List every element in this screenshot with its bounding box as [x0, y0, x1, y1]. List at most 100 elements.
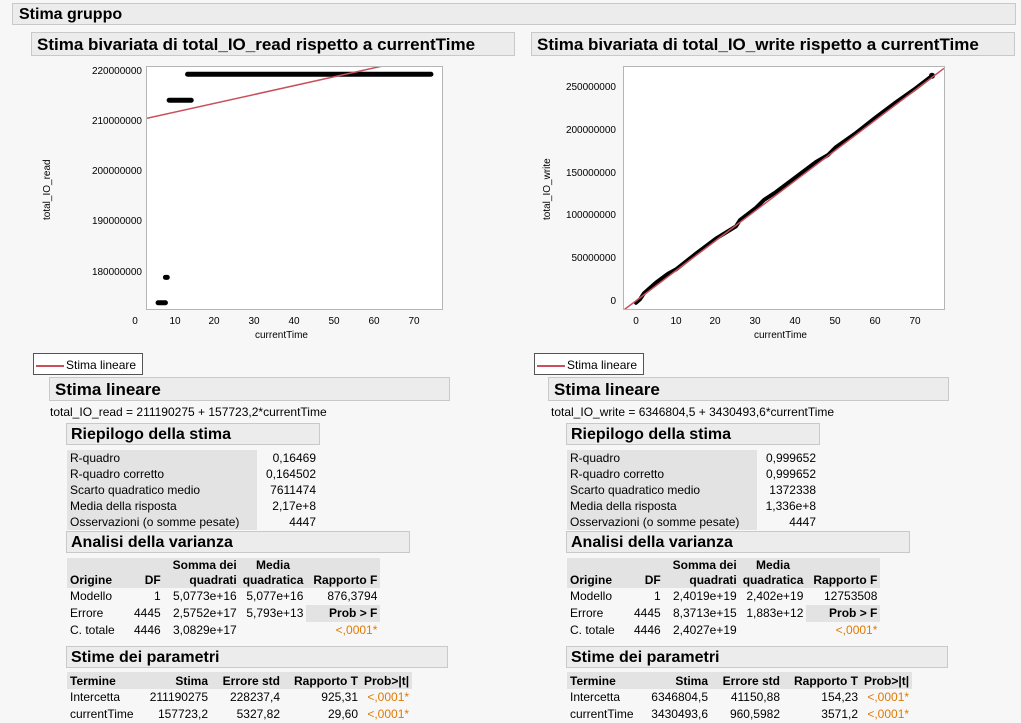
fit-line [623, 67, 945, 311]
right-summary-title[interactable]: Riepilogo della stima [566, 423, 820, 445]
cell: <,0001* [367, 707, 410, 721]
cell: Intercetta [70, 690, 121, 704]
table-row: Modello 1 5,0773e+16 5,077e+16 876,3794 [67, 588, 380, 605]
main-title[interactable]: Stima gruppo [12, 3, 1016, 25]
right-legend-label: Stima lineare [567, 358, 638, 372]
cell: 4445 [134, 606, 161, 620]
cell: 960,5982 [729, 707, 780, 721]
cell: 1,883e+12 [746, 606, 804, 620]
cell: 876,3794 [327, 589, 378, 603]
right-params-title[interactable]: Stime dei parametri [566, 646, 948, 668]
col-header: Somma dei quadrati [663, 558, 740, 588]
cell: <,0001* [867, 707, 910, 721]
summary-value: 0,164502 [265, 467, 316, 481]
left-summary-table: R-quadro 0,16469 R-quadro corretto 0,16450… [67, 450, 319, 530]
summary-value: 1,336e+8 [765, 499, 816, 513]
summary-value: 0,999652 [765, 467, 816, 481]
col-header: Prob>|t| [861, 672, 913, 689]
cell: Prob > F [306, 605, 381, 622]
summary-label: Scarto quadratico medio [67, 482, 257, 498]
left-params-title[interactable]: Stime dei parametri [66, 646, 448, 668]
right-xtick: 0 [633, 316, 639, 327]
cell: 5,793e+13 [246, 606, 304, 620]
cell: 3571,2 [821, 707, 858, 721]
col-header: Rapporto T [783, 672, 861, 689]
table-row: Osservazioni (o somme pesate) 4447 [567, 514, 819, 530]
col-header: Origine [67, 558, 131, 588]
cell: 3430493,6 [651, 707, 708, 721]
cell: 5,077e+16 [246, 589, 304, 603]
col-header: Prob>|t| [361, 672, 413, 689]
cell: 925,31 [321, 690, 358, 704]
summary-label: Media della risposta [67, 498, 257, 514]
cell: 6346804,5 [651, 690, 708, 704]
cell: 29,60 [327, 707, 358, 721]
col-header: Termine [67, 672, 143, 689]
col-header: Rapporto T [283, 672, 361, 689]
cell: C. totale [70, 623, 115, 637]
right-yaxis-label: total_IO_write [542, 158, 553, 220]
table-row: C. totale 4446 2,4027e+19 <,0001* [567, 622, 880, 639]
right-fit-title[interactable]: Stima lineare [548, 377, 949, 401]
cell: <,0001* [867, 690, 910, 704]
cell [740, 622, 807, 639]
right-xtick: 40 [789, 316, 801, 327]
right-ytick: 0 [610, 296, 616, 307]
cell: 154,23 [821, 690, 858, 704]
col-header: Somma dei quadrati [163, 558, 240, 588]
cell: 2,4019e+19 [672, 589, 737, 603]
cell: 5327,82 [236, 707, 280, 721]
left-summary-title[interactable]: Riepilogo della stima [66, 423, 320, 445]
left-anova-title[interactable]: Analisi della varianza [66, 531, 410, 553]
right-xtick: 20 [709, 316, 721, 327]
table-row: Media della risposta 2,17e+8 [67, 498, 319, 514]
left-scatter-plot [146, 52, 443, 306]
cell: currentTime [70, 707, 134, 721]
col-header: Errore std [711, 672, 783, 689]
cell: <,0001* [367, 690, 410, 704]
cell: Modello [70, 589, 113, 603]
right-equation: total_IO_write = 6346804,5 + 3430493,6*c… [551, 405, 835, 419]
right-xtick: 60 [869, 316, 881, 327]
cell: <,0001* [335, 623, 378, 637]
cell: 5,0773e+16 [172, 589, 237, 603]
col-header: Errore std [211, 672, 283, 689]
left-ytick: 190000000 [91, 216, 142, 227]
summary-value: 1372338 [769, 483, 816, 497]
right-legend[interactable]: Stima lineare [534, 353, 645, 375]
left-xtick: 60 [368, 316, 380, 327]
right-xtick: 10 [670, 316, 682, 327]
cell: Errore [70, 606, 104, 620]
left-ytick: 200000000 [91, 166, 142, 177]
table-row: R-quadro corretto 0,999652 [567, 466, 819, 482]
left-xaxis-label: currentTime [255, 330, 308, 341]
table-row: C. totale 4446 3,0829e+17 <,0001* [67, 622, 380, 639]
summary-value: 7611474 [270, 483, 316, 497]
right-ytick: 100000000 [565, 210, 616, 221]
cell: Intercetta [570, 690, 621, 704]
col-header: Stima [643, 672, 711, 689]
cell: 228237,4 [229, 690, 280, 704]
table-row: R-quadro 0,999652 [567, 450, 819, 466]
cell: 2,402e+19 [746, 589, 804, 603]
right-anova-title[interactable]: Analisi della varianza [566, 531, 910, 553]
col-header: Stima [143, 672, 211, 689]
right-scatter-plot [623, 67, 945, 311]
legend-line-swatch [537, 364, 565, 367]
right-report-title[interactable]: Stima bivariata di total_IO_write rispet… [531, 32, 1015, 56]
summary-label: R-quadro [567, 450, 757, 466]
table-row: Intercetta 6346804,5 41150,88 154,23 <,0… [567, 689, 912, 706]
table-row: currentTime 157723,2 5327,82 29,60 <,000… [67, 706, 412, 723]
left-report-title[interactable]: Stima bivariata di total_IO_read rispett… [31, 32, 515, 56]
cell: 4446 [134, 623, 161, 637]
cell: 1 [154, 589, 161, 603]
left-ytick: 180000000 [91, 267, 142, 278]
left-fit-title[interactable]: Stima lineare [49, 377, 450, 401]
col-header: Media quadratica [239, 558, 307, 588]
right-xtick: 70 [909, 316, 921, 327]
table-row: R-quadro corretto 0,164502 [67, 466, 319, 482]
col-header: Origine [567, 558, 631, 588]
cell: <,0001* [835, 623, 878, 637]
left-legend[interactable]: Stima lineare [33, 353, 144, 375]
table-row: Scarto quadratico medio 7611474 [67, 482, 319, 498]
